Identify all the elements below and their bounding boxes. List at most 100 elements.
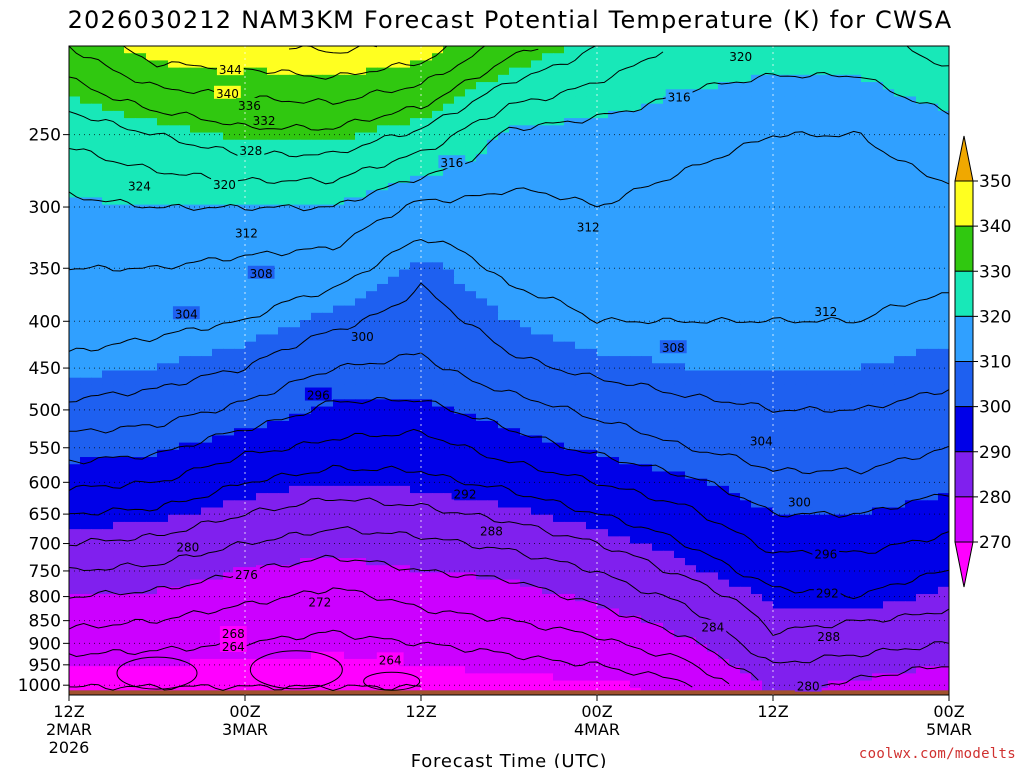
- theta-fill-cell: [520, 146, 532, 155]
- theta-fill-cell: [245, 60, 257, 69]
- theta-fill-cell: [223, 377, 235, 386]
- theta-fill-cell: [553, 161, 565, 170]
- theta-fill-cell: [685, 327, 697, 336]
- theta-fill-cell: [641, 341, 653, 350]
- theta-fill-cell: [113, 435, 125, 444]
- theta-fill-cell: [696, 305, 708, 314]
- theta-fill-cell: [773, 190, 785, 199]
- theta-fill-cell: [432, 132, 444, 141]
- theta-fill-cell: [850, 60, 862, 69]
- theta-fill-cell: [465, 442, 477, 451]
- theta-fill-cell: [432, 118, 444, 126]
- theta-fill-cell: [333, 139, 345, 148]
- theta-fill-cell: [333, 399, 345, 408]
- theta-fill-cell: [938, 334, 949, 343]
- theta-fill-cell: [135, 370, 147, 379]
- theta-fill-cell: [344, 226, 356, 235]
- theta-fill-cell: [355, 247, 367, 256]
- theta-fill-cell: [718, 320, 730, 328]
- theta-fill-cell: [817, 233, 829, 242]
- theta-fill-cell: [135, 464, 147, 473]
- theta-fill-cell: [234, 291, 246, 299]
- theta-fill-cell: [476, 392, 488, 400]
- theta-fill-cell: [718, 464, 730, 473]
- theta-fill-cell: [619, 60, 631, 69]
- theta-fill-cell: [179, 485, 191, 494]
- theta-fill-cell: [179, 183, 191, 191]
- theta-fill-cell: [597, 384, 609, 393]
- theta-fill-cell: [245, 320, 257, 328]
- theta-fill-cell: [564, 363, 576, 372]
- theta-fill-cell: [289, 435, 301, 444]
- theta-fill-cell: [322, 478, 334, 487]
- theta-fill-cell: [146, 327, 158, 336]
- theta-fill-cell: [883, 89, 895, 98]
- theta-fill-cell: [751, 298, 763, 307]
- theta-fill-cell: [938, 464, 949, 473]
- theta-fill-cell: [157, 53, 169, 62]
- theta-fill-cell: [135, 428, 147, 436]
- theta-fill-cell: [795, 471, 807, 480]
- theta-fill-cell: [454, 305, 466, 314]
- theta-fill-cell: [311, 247, 323, 256]
- theta-fill-cell: [388, 334, 400, 343]
- theta-fill-cell: [80, 255, 92, 263]
- theta-fill-cell: [135, 125, 147, 134]
- theta-fill-cell: [80, 197, 92, 206]
- theta-fill-cell: [564, 269, 576, 278]
- theta-fill-cell: [355, 471, 367, 480]
- theta-fill-cell: [476, 457, 488, 465]
- theta-fill-cell: [344, 247, 356, 256]
- theta-fill-cell: [443, 370, 455, 379]
- theta-fill-cell: [234, 464, 246, 473]
- theta-fill-cell: [344, 406, 356, 415]
- theta-fill-cell: [487, 211, 499, 220]
- theta-fill-cell: [828, 125, 840, 134]
- theta-fill-cell: [91, 132, 103, 141]
- theta-fill-cell: [608, 132, 620, 141]
- theta-fill-cell: [520, 110, 532, 119]
- theta-fill-cell: [124, 334, 136, 343]
- theta-fill-cell: [938, 348, 949, 357]
- theta-fill-cell: [663, 146, 675, 155]
- theta-fill-cell: [443, 240, 455, 249]
- theta-fill-cell: [399, 377, 411, 386]
- theta-fill-cell: [652, 478, 664, 487]
- theta-fill-cell: [817, 377, 829, 386]
- theta-fill-cell: [663, 471, 675, 480]
- theta-fill-cell: [641, 74, 653, 83]
- theta-fill-cell: [685, 53, 697, 62]
- theta-fill-cell: [333, 146, 345, 155]
- theta-fill-cell: [597, 348, 609, 357]
- theta-fill-cell: [938, 197, 949, 206]
- theta-fill-cell: [135, 399, 147, 408]
- theta-fill-cell: [861, 161, 873, 170]
- theta-fill-cell: [938, 399, 949, 408]
- theta-fill-cell: [751, 204, 763, 213]
- theta-fill-cell: [487, 449, 499, 458]
- theta-fill-cell: [707, 283, 719, 292]
- theta-fill-cell: [234, 175, 246, 184]
- theta-fill-cell: [333, 175, 345, 184]
- theta-fill-cell: [102, 485, 114, 494]
- theta-fill-cell: [113, 118, 125, 126]
- theta-fill-cell: [355, 82, 367, 90]
- theta-fill-cell: [707, 471, 719, 480]
- theta-fill-cell: [795, 74, 807, 83]
- theta-fill-cell: [597, 89, 609, 98]
- theta-fill-cell: [135, 392, 147, 400]
- theta-fill-cell: [80, 420, 92, 429]
- theta-fill-cell: [344, 168, 356, 177]
- theta-fill-cell: [102, 471, 114, 480]
- theta-fill-cell: [267, 247, 279, 256]
- theta-fill-cell: [586, 392, 598, 400]
- theta-fill-cell: [817, 96, 829, 105]
- theta-fill-cell: [190, 154, 202, 162]
- theta-fill-cell: [190, 493, 202, 501]
- theta-fill-cell: [267, 464, 279, 473]
- theta-fill-cell: [267, 493, 279, 501]
- theta-fill-cell: [487, 413, 499, 422]
- theta-fill-cell: [168, 485, 180, 494]
- theta-fill-cell: [817, 118, 829, 126]
- theta-fill-cell: [850, 82, 862, 90]
